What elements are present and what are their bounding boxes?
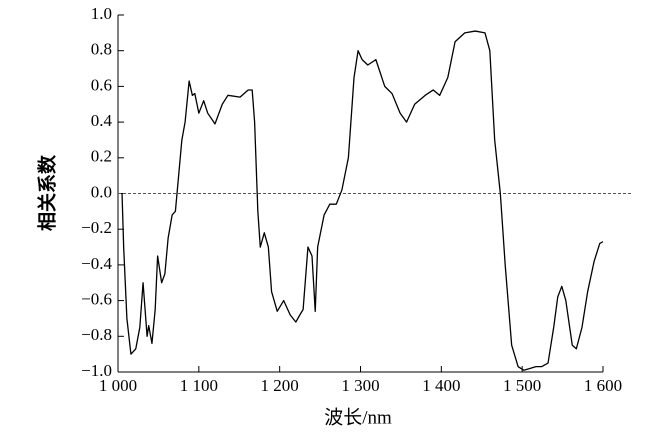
y-tick-label: −0.4	[81, 254, 112, 273]
y-tick-label: −1.0	[81, 361, 112, 380]
y-tick-label: −0.8	[81, 325, 112, 344]
x-tick-label: 1 600	[584, 376, 622, 395]
y-tick-label: 0.8	[91, 40, 112, 59]
x-tick-label: 1 300	[341, 376, 379, 395]
y-tick-label: 0.6	[91, 75, 112, 94]
y-tick-label: −0.2	[81, 218, 112, 237]
x-axis-label: 波长/nm	[324, 406, 392, 428]
y-tick-label: −0.6	[81, 290, 112, 309]
y-tick-label: 1.0	[91, 4, 112, 23]
line-series	[121, 30, 604, 371]
x-tick-label: 1 200	[261, 376, 299, 395]
x-tick-label: 1 100	[180, 376, 218, 395]
x-tick-label: 1 400	[422, 376, 460, 395]
y-tick-label: 0.2	[91, 147, 112, 166]
x-tick-label: 1 000	[99, 376, 137, 395]
x-tick-label: 1 500	[503, 376, 541, 395]
y-tick-label: 0.4	[91, 111, 113, 130]
y-axis-label: 相关系数	[36, 154, 59, 231]
y-tick-label: 0.0	[91, 182, 112, 201]
